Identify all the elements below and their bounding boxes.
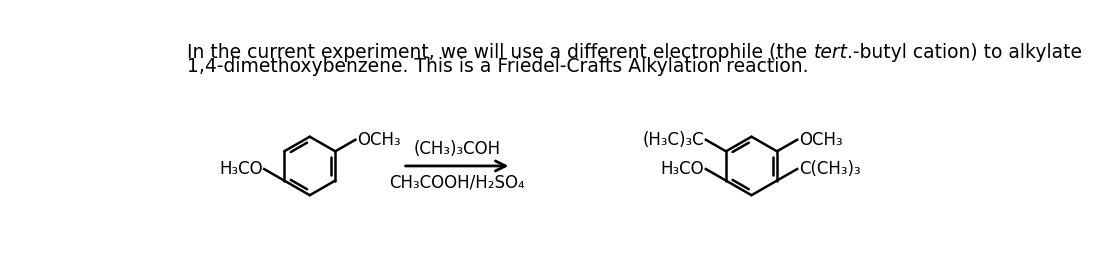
Text: C(CH₃)₃: C(CH₃)₃ — [799, 160, 860, 178]
Text: CH₃COOH/H₂SO₄: CH₃COOH/H₂SO₄ — [389, 174, 525, 192]
Text: (CH₃)₃COH: (CH₃)₃COH — [413, 140, 500, 158]
Text: tert: tert — [813, 43, 848, 62]
Text: H₃CO: H₃CO — [219, 160, 263, 178]
Text: (H₃C)₃C: (H₃C)₃C — [643, 131, 704, 149]
Text: H₃CO: H₃CO — [661, 160, 704, 178]
Text: 1,4-dimethoxybenzene. This is a Friedel-Crafts Alkylation reaction.: 1,4-dimethoxybenzene. This is a Friedel-… — [187, 57, 809, 76]
Text: OCH₃: OCH₃ — [799, 131, 842, 149]
Text: .-butyl cation) to alkylate: .-butyl cation) to alkylate — [848, 43, 1083, 62]
Text: In the current experiment, we will use a different electrophile (the: In the current experiment, we will use a… — [187, 43, 813, 62]
Text: OCH₃: OCH₃ — [356, 131, 401, 149]
